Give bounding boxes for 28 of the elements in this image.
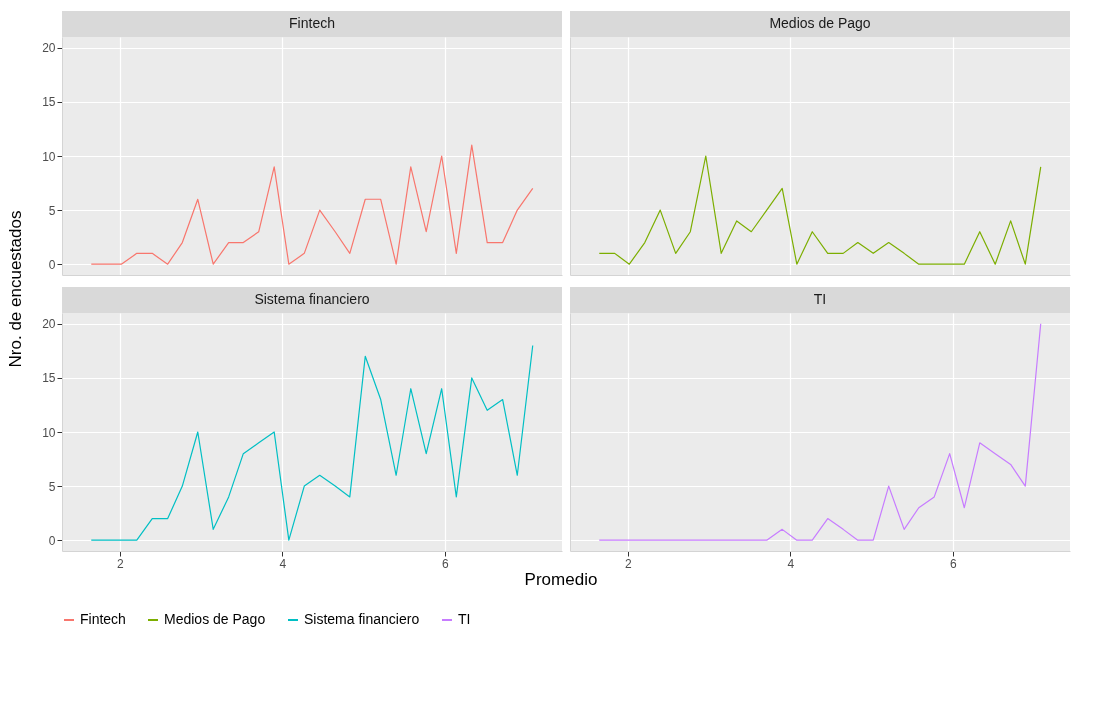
legend-label: TI: [458, 611, 471, 627]
y-tick-label: 10: [42, 149, 56, 164]
y-tick-label: 15: [42, 95, 56, 110]
chart-title: Fintech: [289, 15, 335, 31]
y-tick-label: 0: [48, 257, 56, 272]
legend-label: Fintech: [80, 611, 126, 627]
x-tick-label: 2: [116, 556, 124, 571]
y-tick-label: 20: [42, 317, 56, 332]
y-tick-label: 10: [42, 425, 56, 440]
legend-label: Medios de Pago: [164, 611, 266, 627]
x-tick-label: 4: [787, 556, 795, 571]
x-tick-label: 6: [442, 556, 450, 571]
y-tick-label: 5: [48, 203, 56, 218]
line-series: [90, 144, 534, 265]
y-tick-label: 0: [48, 533, 56, 548]
y-tick-label: 20: [42, 41, 56, 56]
x-axis-title: Promedio: [524, 570, 598, 590]
chart-title: TI: [813, 291, 827, 307]
x-tick-label: 6: [950, 556, 958, 571]
y-axis-title: Nro. de encuestados: [6, 210, 26, 368]
x-tick-label: 2: [624, 556, 632, 571]
line-series: [90, 344, 534, 541]
legend-label: Sistema financiero: [304, 611, 420, 627]
x-tick-label: 4: [279, 556, 287, 571]
chart-title: Sistema financiero: [254, 291, 370, 307]
y-tick-label: 5: [48, 479, 56, 494]
chart-title: Medios de Pago: [769, 15, 871, 31]
y-tick-label: 15: [42, 371, 56, 386]
